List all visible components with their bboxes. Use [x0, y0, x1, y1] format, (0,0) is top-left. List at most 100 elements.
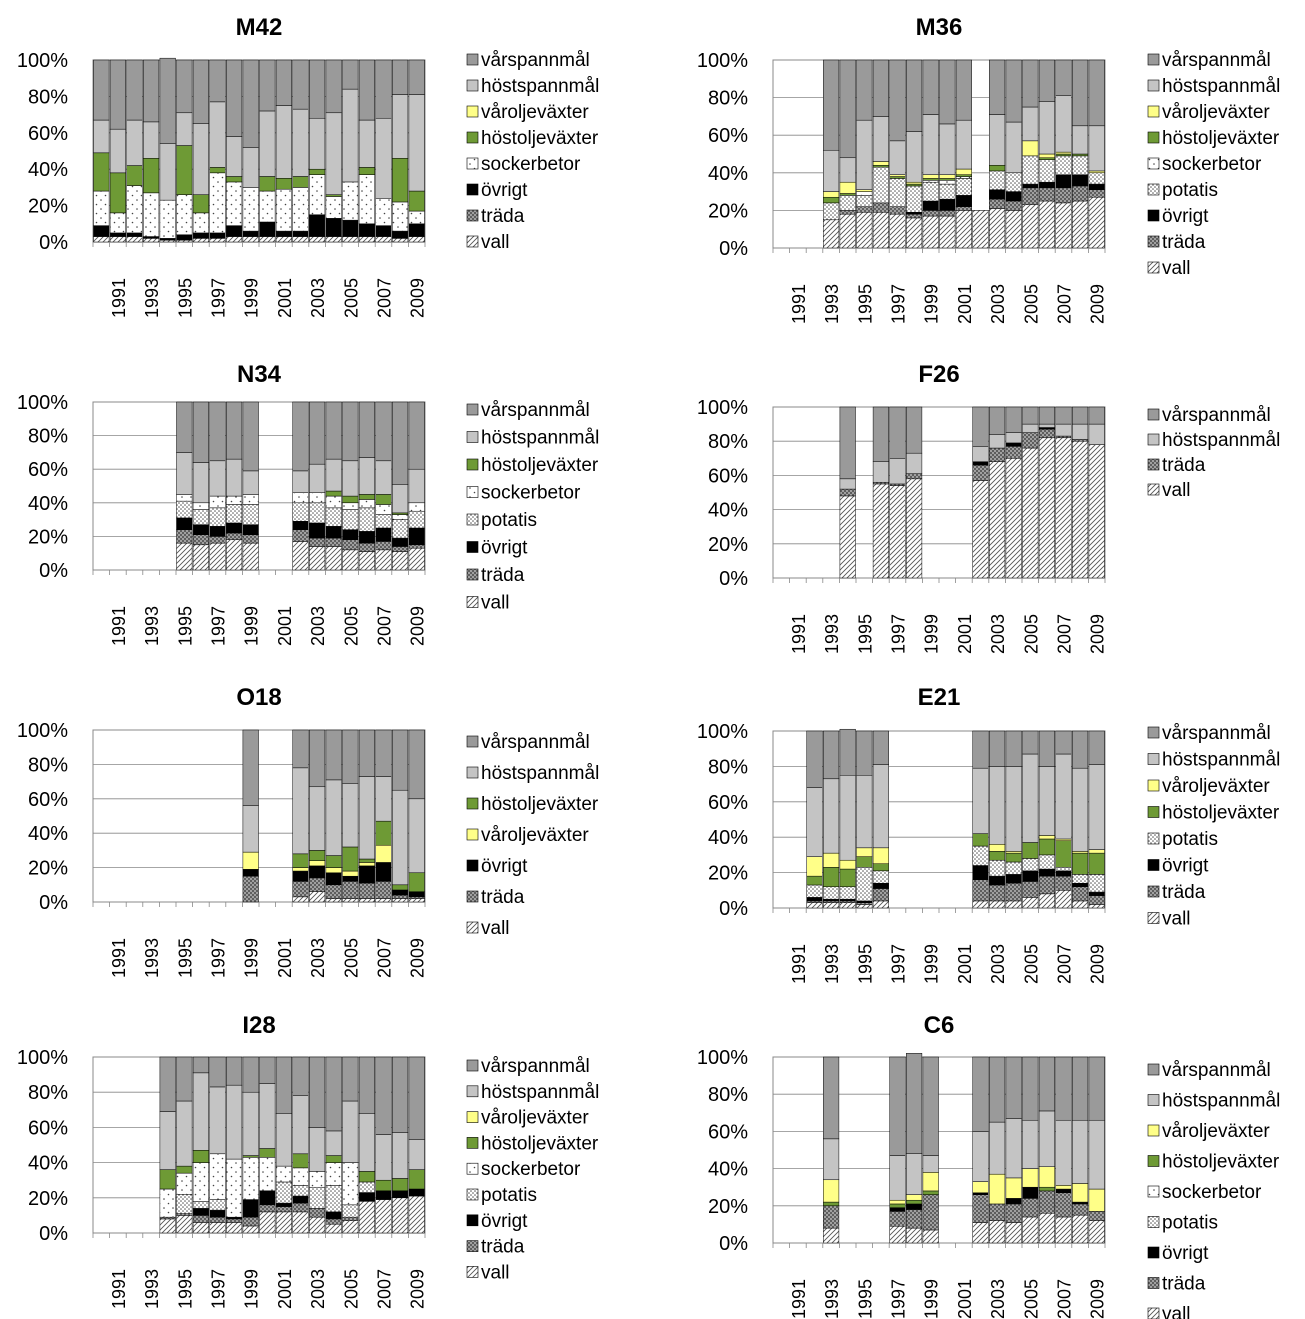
- legend-label: träda: [1162, 882, 1206, 903]
- bar-segment-hostspm: [839, 775, 856, 861]
- legend-label: potatis: [1162, 180, 1218, 201]
- bar-segment-varolj: [889, 1199, 906, 1205]
- bar-segment-trada: [1022, 881, 1039, 898]
- bar-segment-ovrigt: [839, 898, 856, 902]
- bar-segment-vall: [408, 1195, 425, 1234]
- bar-segment-hostspm: [242, 147, 259, 188]
- bar-segment-vall: [1022, 447, 1039, 579]
- bar-segment-varspm: [226, 1056, 243, 1086]
- bar-segment-trada: [989, 1203, 1006, 1221]
- bar-segment-vall: [1005, 1222, 1022, 1244]
- bar-segment-varolj: [839, 181, 856, 194]
- bar-segment-hostolj: [856, 856, 873, 868]
- bar-segment-vall: [1038, 1212, 1055, 1244]
- bar-segment-trada: [192, 1215, 209, 1223]
- bar-segment-trada: [972, 879, 989, 902]
- x-tick-label: 2009: [408, 938, 428, 978]
- bar-segment-trada: [1038, 428, 1055, 439]
- bar-segment-hostolj: [93, 152, 110, 192]
- x-tick-label: 2003: [308, 606, 328, 646]
- legend-swatch-sockerbetor: [466, 1162, 479, 1175]
- bar-segment-ovrigt: [226, 522, 243, 534]
- legend-swatch-ovrigt: [1147, 859, 1160, 871]
- bar-segment-trada: [872, 481, 889, 485]
- bar-segment-sockerbetor: [309, 174, 326, 215]
- bar-segment-trada: [1088, 189, 1105, 198]
- bar-segment-vall: [1088, 1220, 1105, 1244]
- bar-segment-vall: [839, 213, 856, 249]
- bar-segment-hostolj: [375, 1179, 392, 1192]
- bar-segment-hostolj: [159, 1169, 176, 1190]
- bar-segment-sockerbetor: [259, 190, 276, 223]
- bar-segment-vall: [292, 896, 309, 903]
- x-tick-label: 2005: [1021, 284, 1041, 324]
- bar-segment-trada: [872, 202, 889, 213]
- bar-segment-vall: [358, 236, 375, 243]
- y-tick-label: 40%: [28, 493, 68, 515]
- bar-segment-ovrigt: [325, 526, 342, 539]
- bar-segment-ovrigt: [342, 875, 359, 882]
- bar-segment-varspm: [275, 1056, 292, 1114]
- legend-label: vall: [1162, 1304, 1191, 1319]
- bar-segment-varspm: [309, 59, 326, 119]
- bar-segment-sockerbetor: [275, 188, 292, 232]
- bar-segment-ovrigt: [906, 1203, 923, 1210]
- x-tick-label: 2005: [1021, 1279, 1041, 1319]
- bar-segment-vall: [392, 1197, 409, 1234]
- bar-segment-sockerbetor: [259, 1157, 276, 1192]
- x-tick-label: 1993: [142, 278, 162, 318]
- bar-segment-hostspm: [392, 1132, 409, 1179]
- bar-segment-vall: [1072, 900, 1089, 909]
- bar-segment-varspm: [358, 401, 375, 458]
- bar-segment-hostolj: [375, 820, 392, 846]
- bar-segment-vall: [325, 898, 342, 903]
- bar-segment-hostolj: [358, 167, 375, 175]
- bar-segment-ovrigt: [226, 1216, 243, 1220]
- bar-segment-varspm: [1038, 406, 1055, 425]
- chart-c6: C6 0% 20% 40% 60% 80% 100% 1991 1993 1995 1997 1999…: [697, 1012, 1280, 1319]
- x-tick-label: 2005: [1021, 614, 1041, 654]
- bar-segment-vall: [1072, 440, 1089, 579]
- bar-segment-trada: [989, 198, 1006, 209]
- bar-segment-vall: [1055, 890, 1072, 909]
- legend-swatch-trada: [1147, 1277, 1160, 1289]
- bar-segment-varolj: [823, 1179, 840, 1203]
- bar-segment-hostolj: [1005, 852, 1022, 863]
- bar-segment-varspm: [226, 59, 243, 137]
- bar-segment-varolj: [1038, 153, 1055, 159]
- bar-segment-hostspm: [922, 114, 939, 175]
- bar-segment-varspm: [325, 401, 342, 460]
- bar-segment-hostspm: [93, 119, 110, 154]
- bar-segment-varolj: [375, 844, 392, 863]
- bar-segment-ovrigt: [1022, 870, 1039, 882]
- bar-segment-varolj: [1088, 1188, 1105, 1212]
- bar-segment-hostspm: [375, 460, 392, 495]
- bar-segment-vall: [989, 461, 1006, 579]
- bar-segment-varspm: [392, 729, 409, 791]
- bar-segment-hostspm: [192, 462, 209, 504]
- legend-swatch-sockerbetor: [466, 157, 479, 170]
- bar-segment-trada: [242, 534, 259, 544]
- bar-segment-varspm: [192, 401, 209, 463]
- bar-segment-trada: [242, 875, 259, 903]
- bar-segment-potatis: [1038, 159, 1055, 183]
- bar-segment-hostspm: [1038, 766, 1055, 836]
- bar-segment-varspm: [408, 729, 425, 800]
- bar-segment-hostspm: [1022, 423, 1039, 433]
- bar-segment-vall: [408, 898, 425, 903]
- bar-segment-varspm: [93, 59, 110, 121]
- bar-segment-varspm: [209, 401, 226, 462]
- x-tick-label: 2009: [1088, 284, 1108, 324]
- legend-swatch-sockerbetor: [1147, 157, 1160, 170]
- bar-segment-vall: [1022, 204, 1039, 249]
- bar-segment-varspm: [972, 730, 989, 769]
- legend-label: sockerbetor: [481, 483, 581, 504]
- legend-swatch-vall: [1147, 261, 1160, 274]
- legend-swatch-potatis: [466, 513, 479, 526]
- bar-segment-varspm: [989, 406, 1006, 435]
- bar-segment-varspm: [989, 1056, 1006, 1123]
- bar-segment-varspm: [839, 59, 856, 159]
- bar-segment-hostolj: [358, 1171, 375, 1183]
- x-tick-label: 1997: [889, 944, 909, 984]
- bar-segment-varspm: [1055, 730, 1072, 755]
